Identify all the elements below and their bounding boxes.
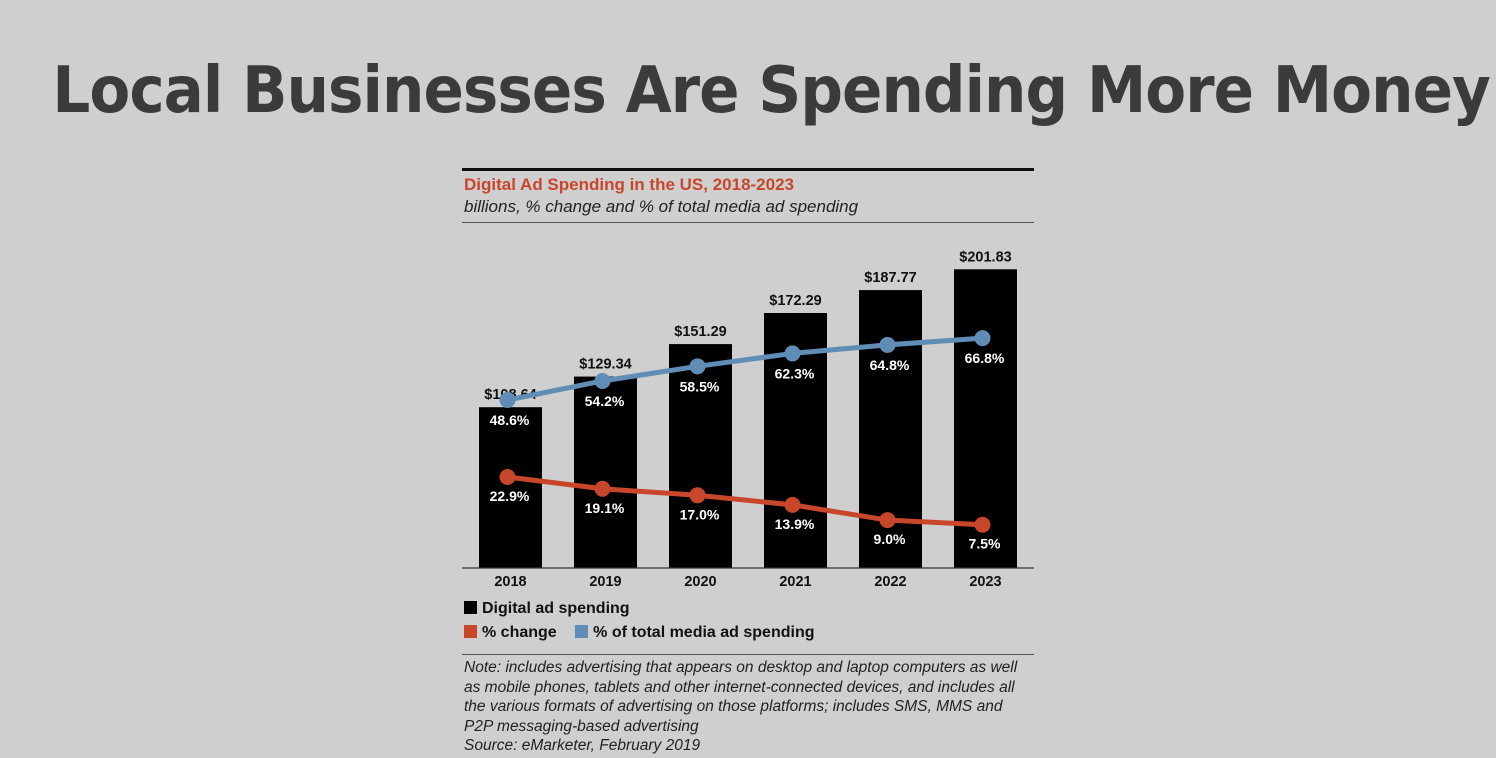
- bar-value-label-2020: $151.29: [674, 324, 726, 340]
- legend-row-1: Digital ad spending: [464, 600, 644, 618]
- bar-2018: [479, 407, 542, 568]
- pct-change-point-2020: [689, 487, 706, 504]
- legend-label-change: % change: [482, 624, 557, 641]
- chart-subtitle: billions, % change and % of total media …: [464, 197, 859, 216]
- pct-change-point-2019: [594, 480, 611, 497]
- legend-swatch-change: [464, 625, 477, 638]
- legend-swatch-share: [575, 625, 589, 638]
- pct-total-point-2019: [594, 372, 611, 389]
- pct-change-label-2020: 17.0%: [680, 506, 720, 522]
- pct-change-label-2022: 9.0%: [874, 531, 906, 547]
- slide-title: Local Businesses Are Spending More Money: [52, 54, 1490, 128]
- pct-total-point-2022: [879, 336, 896, 353]
- x-tick-label-2021: 2021: [779, 574, 811, 590]
- legend-item-share: % of total media ad spending: [575, 624, 815, 642]
- legend-label-spending: Digital ad spending: [482, 600, 630, 617]
- chart-title: Digital Ad Spending in the US, 2018-2023: [464, 175, 794, 194]
- pct-total-label-2020: 58.5%: [680, 378, 720, 394]
- pct-change-point-2022: [879, 512, 896, 529]
- pct-change-label-2018: 22.9%: [490, 488, 530, 504]
- pct-total-label-2022: 64.8%: [870, 357, 910, 373]
- chart-note: Note: includes advertising that appears …: [464, 658, 1034, 756]
- source-text: Source: eMarketer, February 2019: [464, 737, 701, 754]
- pct-total-point-2023: [974, 330, 991, 347]
- bar-value-label-2021: $172.29: [769, 293, 821, 309]
- pct-total-point-2018: [499, 392, 516, 408]
- pct-change-point-2018: [499, 469, 516, 485]
- legend-label-share: % of total media ad spending: [593, 624, 815, 641]
- legend-item-change: % change: [464, 624, 557, 642]
- pct-total-label-2019: 54.2%: [585, 393, 625, 409]
- x-tick-label-2023: 2023: [969, 574, 1001, 590]
- bar-value-label-2019: $129.34: [579, 357, 631, 373]
- bar-2019: [574, 376, 637, 568]
- pct-change-label-2019: 19.1%: [585, 500, 625, 516]
- x-tick-label-2018: 2018: [494, 574, 526, 590]
- bar-value-label-2022: $187.77: [864, 270, 916, 286]
- bar-2020: [669, 344, 732, 568]
- pct-total-point-2020: [689, 358, 706, 375]
- chart-top-rule: [462, 168, 1034, 171]
- pct-total-label-2018: 48.6%: [490, 412, 530, 428]
- pct-change-label-2023: 7.5%: [969, 536, 1001, 552]
- pct-change-line: [507, 474, 983, 528]
- pct-change-label-2021: 13.9%: [775, 516, 815, 532]
- x-tick-label-2019: 2019: [589, 574, 621, 590]
- note-rule: [462, 654, 1034, 655]
- pct-total-label-2021: 62.3%: [775, 365, 815, 381]
- x-tick-label-2022: 2022: [874, 574, 906, 590]
- pct-total-line: [507, 335, 983, 403]
- note-text: Note: includes advertising that appears …: [464, 659, 1018, 735]
- pct-change-point-2023: [974, 516, 991, 533]
- pct-change-point-2021: [784, 496, 801, 513]
- legend-item-spending: Digital ad spending: [464, 600, 630, 618]
- x-tick-label-2020: 2020: [684, 574, 716, 590]
- legend-swatch-spending: [464, 601, 477, 614]
- pct-total-label-2023: 66.8%: [965, 350, 1005, 366]
- legend-row-2: % change % of total media ad spending: [464, 624, 829, 642]
- pct-total-point-2021: [784, 345, 801, 362]
- chart-subtitle-rule: [462, 222, 1034, 223]
- bar-value-label-2023: $201.83: [959, 249, 1011, 265]
- chart-plot: $108.64$129.34$151.29$172.29$187.77$201.…: [462, 249, 1034, 590]
- chart-container: Digital Ad Spending in the US, 2018-2023…: [462, 168, 1034, 758]
